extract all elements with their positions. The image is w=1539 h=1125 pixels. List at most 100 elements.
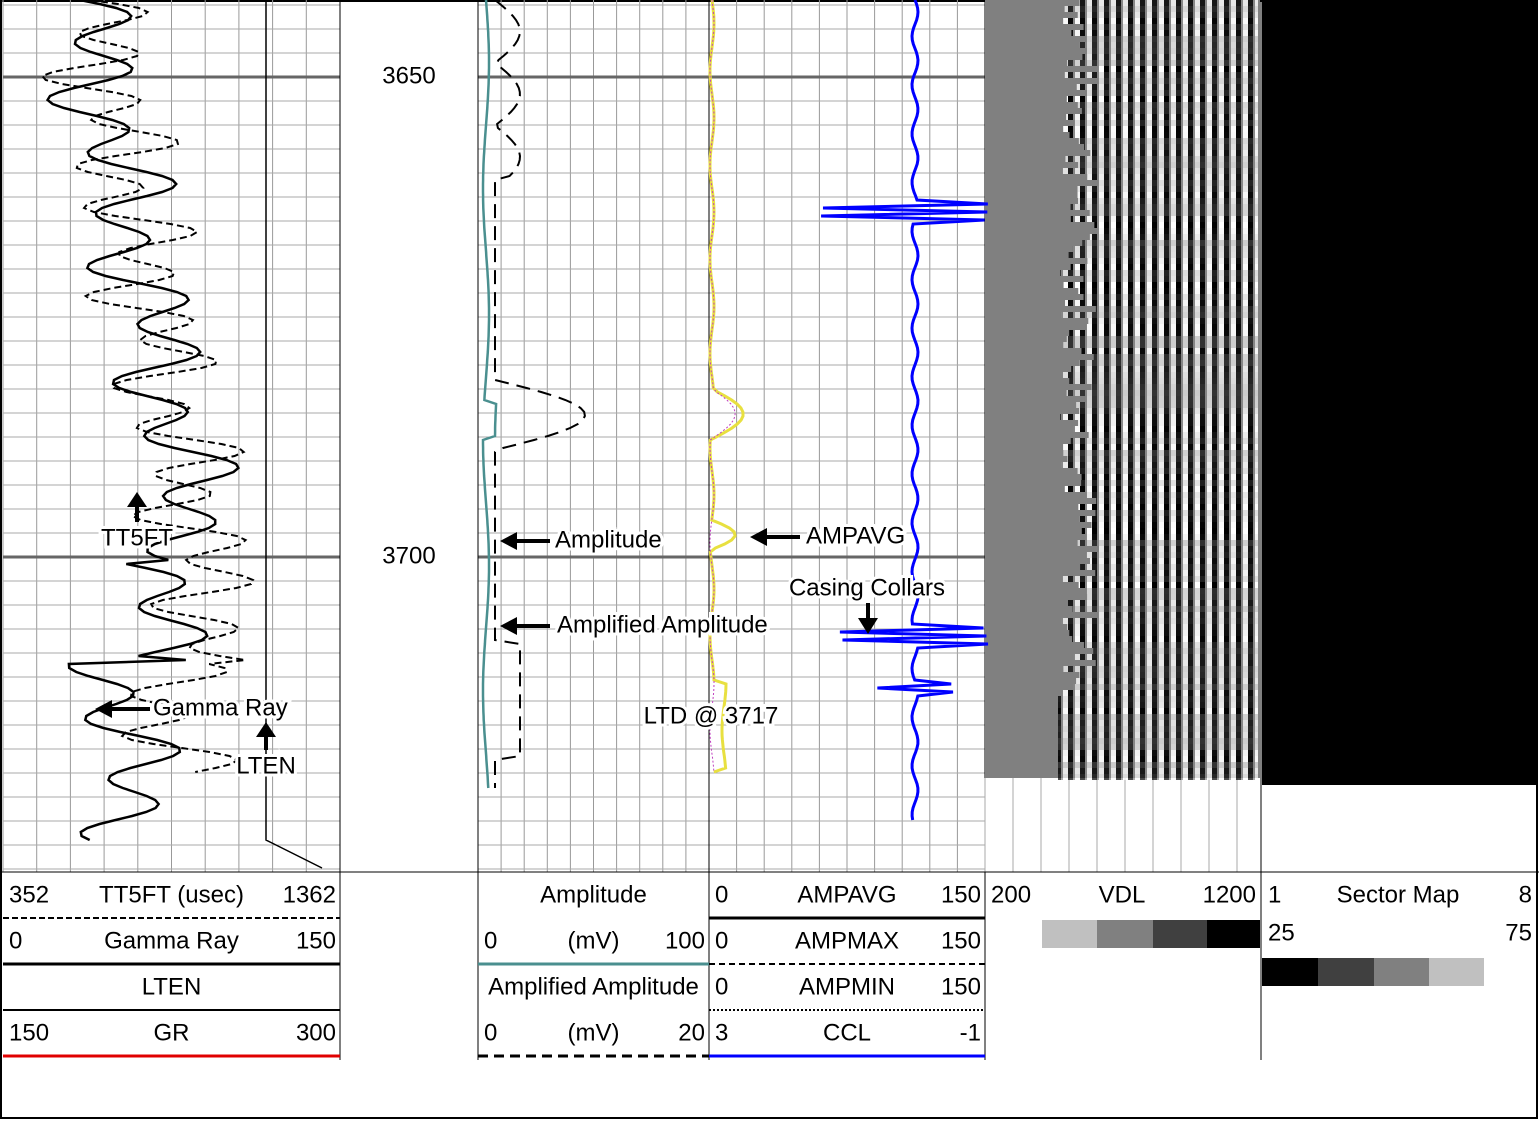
annotation: Casing Collars (789, 574, 945, 601)
scale-right: 1200 (1203, 881, 1256, 908)
curve-name: TT5FT (usec) (99, 881, 244, 908)
vdl-band (1097, 228, 1258, 234)
curve-name: GR (154, 1019, 190, 1046)
vdl-band (1077, 540, 1258, 546)
vdl-band (1060, 312, 1258, 318)
vdl-band (1072, 246, 1258, 252)
curve-name: CCL (823, 1019, 871, 1046)
vdl-band (1096, 498, 1258, 504)
scale-right: 150 (941, 881, 981, 908)
vdl-band (1084, 144, 1258, 150)
vdl-band (1058, 726, 1258, 732)
vdl-band (1078, 504, 1258, 510)
vdl-band (1078, 162, 1258, 168)
vdl-band (1070, 438, 1258, 444)
scale-right: 150 (296, 927, 336, 954)
vdl-band (1070, 264, 1258, 270)
log-curve (45, 0, 241, 842)
vdl-band (1081, 474, 1258, 480)
log-curve (40, 0, 255, 773)
vdl-band (1077, 192, 1258, 198)
vdl-band (1087, 594, 1258, 600)
vdl-band (1079, 516, 1258, 522)
vdl-band (1086, 588, 1258, 594)
annotation: Amplitude (555, 526, 662, 553)
vdl-band (1089, 234, 1258, 240)
scale-right: 75 (1505, 919, 1532, 946)
vdl-band (1095, 306, 1258, 312)
vdl-band (1063, 126, 1258, 132)
vdl-band (1081, 528, 1258, 534)
scale-left: 150 (9, 1019, 49, 1046)
depth-label: 3650 (382, 62, 435, 89)
scale-left: 25 (1268, 919, 1295, 946)
scale-left: 0 (484, 1019, 497, 1046)
vdl-band (1077, 186, 1258, 192)
annotation: Gamma Ray (153, 694, 288, 721)
annotation: AMPAVG (806, 522, 905, 549)
vdl-band (1071, 366, 1258, 372)
vdl-band (1077, 468, 1258, 474)
vdl-band (1061, 618, 1258, 624)
vdl-band (1094, 222, 1258, 228)
vdl-band (1069, 378, 1258, 384)
vdl-band (1063, 342, 1258, 348)
vdl-band (1072, 606, 1258, 612)
vdl-band (1058, 702, 1258, 708)
vdl-band (1098, 180, 1258, 186)
vdl-band (1091, 384, 1258, 390)
vdl-band (1083, 276, 1258, 282)
vdl-band (1071, 30, 1258, 36)
curve-name: AMPAVG (797, 881, 896, 908)
vdl-band (1066, 390, 1258, 396)
curve-name: Amplitude (540, 881, 647, 908)
vdl-band (1086, 90, 1258, 96)
vdl-band (1063, 450, 1258, 456)
scale-right: 1362 (283, 881, 336, 908)
vdl-band (1082, 54, 1258, 60)
vdl-band (1078, 288, 1258, 294)
vdl-band (1086, 36, 1258, 42)
scale-left: 0 (715, 927, 728, 954)
vdl-band (1079, 0, 1258, 6)
vdl-band (1083, 24, 1258, 30)
vdl-band (1058, 738, 1258, 744)
vdl-band (1095, 510, 1258, 516)
vdl-band (1087, 258, 1258, 264)
vdl-band (1060, 414, 1258, 420)
scale-right: 150 (941, 973, 981, 1000)
vdl-band (1079, 42, 1258, 48)
vdl-band (1084, 396, 1258, 402)
vdl-band (1098, 612, 1258, 618)
log-curve (708, 0, 745, 774)
vdl-band (1062, 576, 1258, 582)
curve-name: Sector Map (1337, 881, 1460, 908)
vdl-band (1073, 654, 1258, 660)
annotation: LTD @ 3717 (644, 702, 779, 729)
vdl-band (1064, 72, 1258, 78)
vdl-band (1063, 666, 1258, 672)
log-curve (494, 0, 586, 788)
vdl-band (1078, 582, 1258, 588)
vdl-band (1069, 630, 1258, 636)
vdl-band (1061, 462, 1258, 468)
annotation: Amplified Amplitude (557, 611, 768, 638)
vdl-band (1076, 84, 1258, 90)
curve-name: AMPMAX (795, 927, 899, 954)
vdl-band (1076, 402, 1258, 408)
vdl-band (1065, 156, 1258, 162)
vdl-band (1067, 624, 1258, 630)
vdl-band (1088, 318, 1258, 324)
vdl-band (1058, 768, 1258, 774)
vdl-band (1064, 486, 1258, 492)
vdl-band (1091, 522, 1258, 528)
sector-map-image (1262, 0, 1537, 785)
vdl-band (1058, 744, 1258, 750)
vdl-band (1062, 690, 1258, 696)
vdl-band (1068, 252, 1258, 258)
scale-right: 300 (296, 1019, 336, 1046)
vdl-band (1081, 480, 1258, 486)
curve-name: LTEN (142, 973, 202, 1000)
vdl-band (1058, 708, 1258, 714)
